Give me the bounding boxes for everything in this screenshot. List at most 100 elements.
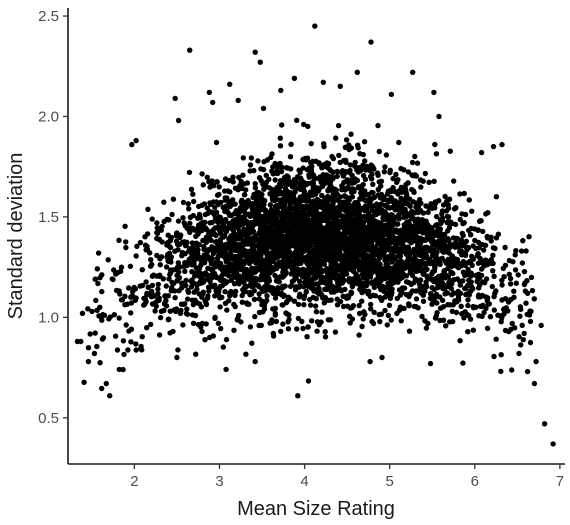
data-point (325, 275, 331, 281)
data-point (420, 220, 427, 227)
data-point (291, 298, 298, 304)
data-point (256, 241, 262, 247)
data-point (222, 195, 228, 201)
data-point (329, 275, 335, 281)
data-point (260, 309, 266, 315)
data-point (506, 328, 512, 335)
data-point (155, 281, 161, 288)
data-point (487, 314, 494, 320)
data-point (454, 235, 461, 242)
data-point (333, 224, 339, 231)
data-point (356, 238, 363, 245)
data-point (467, 316, 474, 322)
data-point (138, 343, 144, 350)
data-point (429, 271, 435, 277)
data-point (116, 237, 122, 243)
data-point (327, 231, 334, 238)
data-point (235, 187, 241, 193)
data-point (187, 220, 193, 226)
data-point (524, 368, 531, 375)
data-point (517, 304, 524, 310)
data-point (199, 171, 205, 177)
data-point (226, 273, 232, 279)
data-point (410, 199, 416, 205)
data-point (436, 226, 442, 232)
data-point (354, 142, 361, 148)
data-point (512, 252, 518, 258)
data-point (215, 223, 222, 230)
data-point (310, 247, 317, 253)
data-point (130, 293, 136, 300)
data-point (444, 290, 450, 296)
data-point (284, 197, 290, 203)
data-point (301, 295, 307, 301)
data-point (191, 280, 198, 287)
data-point (163, 264, 170, 270)
data-point (325, 195, 332, 201)
x-tick-label: 4 (300, 473, 308, 490)
data-point (394, 179, 400, 185)
data-point (493, 336, 499, 342)
data-point (117, 268, 124, 274)
data-point (258, 322, 264, 328)
data-point (202, 337, 208, 343)
data-point (347, 210, 354, 216)
data-point (428, 276, 435, 282)
data-point (330, 188, 336, 195)
data-point (134, 243, 140, 249)
data-point (301, 302, 307, 308)
data-point (219, 282, 226, 289)
data-point (378, 231, 384, 238)
data-point (371, 252, 377, 259)
data-point (217, 274, 224, 281)
data-point (541, 421, 548, 427)
data-point (291, 75, 298, 82)
data-point (362, 273, 368, 279)
data-point (362, 176, 369, 182)
data-point (528, 274, 535, 281)
data-point (426, 260, 432, 266)
data-point (424, 266, 430, 273)
data-point (262, 299, 268, 306)
data-point (431, 178, 437, 184)
data-point (164, 240, 170, 246)
data-point (460, 220, 466, 227)
data-point (182, 268, 188, 274)
data-point (348, 244, 354, 251)
data-point (398, 318, 404, 324)
data-point (475, 251, 481, 257)
data-point (446, 238, 452, 244)
data-point (419, 313, 425, 320)
data-point (380, 222, 387, 229)
data-point (236, 273, 243, 279)
data-point (267, 209, 273, 215)
data-point (338, 287, 344, 293)
data-point (228, 242, 234, 248)
data-point (169, 211, 175, 218)
data-point (157, 272, 163, 278)
data-point (193, 245, 200, 252)
data-point (128, 300, 135, 306)
data-point (452, 299, 458, 305)
data-point (372, 223, 378, 230)
data-point (149, 273, 156, 279)
data-point (145, 206, 151, 212)
data-point (297, 169, 303, 175)
data-point (394, 310, 400, 317)
data-point (465, 329, 471, 335)
data-point (132, 297, 138, 304)
data-point (97, 304, 103, 310)
data-point (376, 179, 382, 185)
data-point (207, 200, 213, 206)
data-point (410, 188, 417, 194)
data-point (224, 205, 230, 211)
data-point (111, 267, 117, 273)
data-point (205, 276, 211, 282)
data-point (154, 225, 160, 231)
data-point (326, 214, 332, 221)
data-point (236, 312, 242, 319)
data-point (333, 276, 340, 283)
data-point (457, 249, 463, 255)
data-point (133, 341, 139, 347)
data-point (152, 308, 158, 314)
